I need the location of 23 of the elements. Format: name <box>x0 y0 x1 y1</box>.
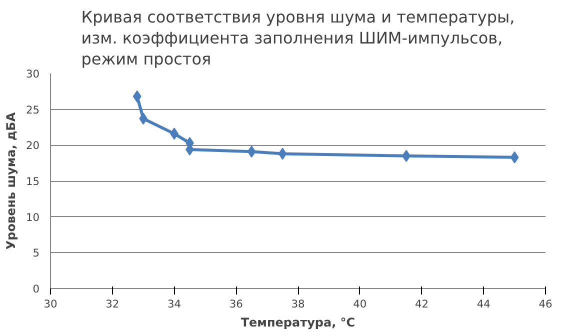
y-axis-title: Уровень шума, дБА <box>4 112 18 250</box>
point <box>132 90 142 102</box>
y-tick-label: 5 <box>32 246 40 260</box>
x-tick-label: 30 <box>44 298 58 310</box>
x-tick-label: 36 <box>229 298 244 310</box>
y-tick-label: 25 <box>26 103 40 116</box>
y-tick-label: 20 <box>26 139 40 152</box>
point <box>278 148 287 160</box>
y-tick-label: 0 <box>32 282 40 296</box>
x-tick-label: 42 <box>414 298 429 310</box>
x-tick-label: 46 <box>538 298 552 310</box>
point <box>510 151 519 164</box>
x-tick-label: 38 <box>291 298 305 310</box>
x-tick-label: 40 <box>353 298 367 310</box>
y-tick-label: 30 <box>26 68 40 80</box>
x-tick-label: 32 <box>106 298 120 310</box>
x-tick-label: 34 <box>167 298 182 310</box>
point <box>247 146 256 158</box>
y-tick-label: 15 <box>26 175 40 188</box>
y-tick-label: 10 <box>26 210 40 224</box>
chart-title: Кривая соответствия уровня шума и температуры, изм. коэффициента заполнения ШИМ-импульсов, режим простоя <box>81 8 515 68</box>
x-tick-label: 44 <box>476 298 491 310</box>
x-axis-title: Температура, °С <box>240 316 356 330</box>
